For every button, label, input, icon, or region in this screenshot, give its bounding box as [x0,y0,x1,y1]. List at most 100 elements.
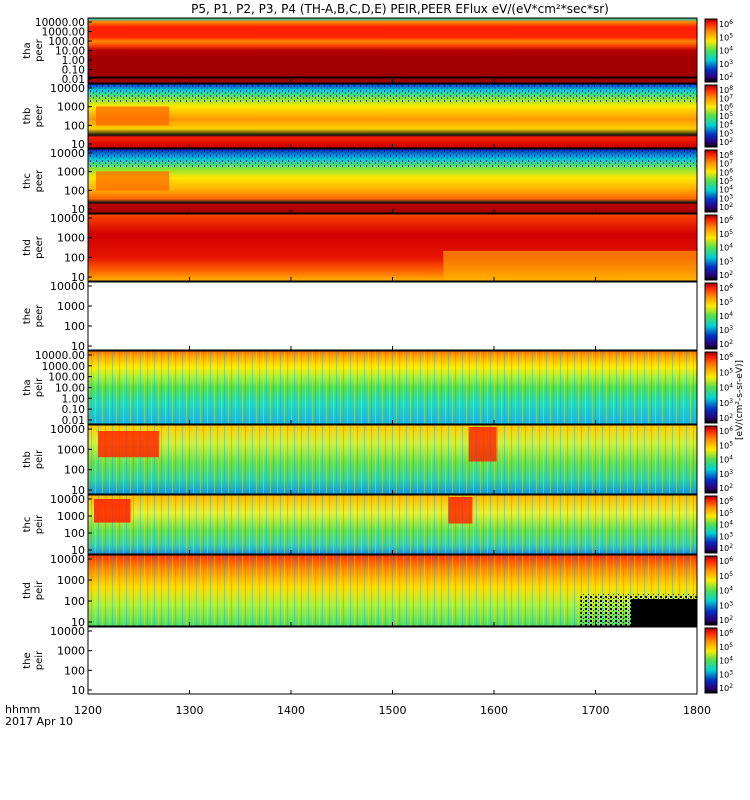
x-tick-label: 1300 [176,704,204,717]
colorbar [704,555,718,626]
colorbar-tick-label: 102 [719,72,733,82]
colorbar-tick-label: 103 [719,128,733,138]
colorbar-tick-exponent: 4 [729,311,733,318]
colorbar-tick-exponent: 2 [729,72,733,79]
y-tick-label: 10 [71,684,85,697]
colorbar-tick-exponent: 5 [729,32,733,39]
x-tick-label: 1200 [74,704,102,717]
y-tick-label: 10000 [50,147,85,160]
species-label: peer [34,38,45,62]
colorbar-tick-label: 103 [719,669,733,679]
x-tick-label: 1400 [277,704,305,717]
colorbar-tick-label: 104 [719,185,733,195]
colorbar-tick-exponent: 2 [729,543,733,550]
colorbar-tick-label: 105 [719,229,733,239]
x-axis-label: hhmm [5,703,40,716]
y-tick-label: 10000 [50,82,85,95]
colorbar-tick-base: 10 [719,484,729,493]
y-tick-label: 0.10 [62,65,85,77]
colorbar-tick-label: 105 [719,32,733,42]
colorbar-tick-base: 10 [719,298,729,307]
colorbar-tick-base: 10 [719,112,729,121]
y-tick-label: 100 [64,595,85,608]
colorbar-tick-exponent: 3 [729,256,733,263]
colorbar-tick-exponent: 3 [729,128,733,135]
colorbar-tick-exponent: 4 [729,243,733,250]
colorbar [704,149,718,213]
species-label: peer [34,169,45,193]
colorbar-tick-exponent: 6 [729,352,733,359]
colorbar-tick-label: 107 [719,159,733,169]
y-tick-label: 100 [64,251,85,264]
colorbar-tick-base: 10 [719,121,729,130]
colorbar-tick-base: 10 [719,509,729,518]
y-tick-label: 10000 [50,423,85,436]
probe-label: the [22,652,33,668]
y-tick-label: 100.00 [48,36,85,48]
colorbar-tick-exponent: 5 [729,176,733,183]
y-tick-label: 0.01 [62,74,85,86]
y-tick-label: 10000 [50,493,85,506]
x-tick-label: 1700 [582,704,610,717]
colorbar-tick-label: 105 [719,642,733,652]
y-tick-label: 100 [64,664,85,677]
colorbar-tick-label: 102 [719,543,733,553]
colorbar-tick-base: 10 [719,368,729,377]
y-tick-label: 1000 [57,166,85,179]
y-tick-label: 10000 [50,212,85,225]
colorbar-tick-label: 108 [719,150,733,160]
colorbar-tick-exponent: 6 [729,426,733,433]
colorbar-tick-exponent: 3 [729,398,733,405]
colorbar-tick-label: 102 [719,615,733,625]
y-tick-label: 1000.00 [42,361,85,373]
probe-label: the [22,308,33,324]
colorbar [704,18,718,83]
colorbar-tick-base: 10 [719,271,729,280]
colorbar-tick-label: 104 [719,311,733,321]
colorbar-tick-exponent: 3 [729,193,733,200]
colorbar [704,282,718,350]
colorbar-tick-exponent: 6 [729,102,733,109]
hot-region [94,499,131,523]
colorbar-tick-base: 10 [719,616,729,625]
colorbar-tick-exponent: 8 [729,150,733,157]
colorbar-tick-exponent: 7 [729,94,733,101]
y-tick-label: 100 [64,184,85,197]
colorbar-tick-exponent: 4 [729,46,733,53]
y-tick-label: 10000 [50,553,85,566]
colorbar-tick-label: 105 [719,367,733,377]
texture-stripes [88,425,697,494]
hot-region [443,250,697,281]
hot-region [448,497,473,524]
colorbar [704,495,718,554]
colorbar-tick-base: 10 [719,216,729,225]
colorbar [704,214,718,281]
y-tick-label: 10.00 [55,46,85,58]
colorbar-tick-label: 105 [719,111,733,121]
y-tick-label: 10.00 [55,383,85,395]
colorbar-tick-label: 105 [719,176,733,186]
y-tick-label: 10 [71,271,85,284]
colorbar-tick-label: 103 [719,193,733,203]
colorbar-tick-label: 102 [719,683,733,693]
colorbar-tick-label: 106 [719,352,733,362]
colorbar-tick-base: 10 [719,340,729,349]
colorbar-tick-base: 10 [719,244,729,253]
colorbar-tick-base: 10 [719,86,729,95]
y-tick-label: 1000 [57,645,85,658]
colorbar-tick-exponent: 5 [729,297,733,304]
y-tick-label: 10 [71,138,85,151]
probe-label: tha [22,42,33,58]
y-tick-label: 1000 [57,574,85,587]
colorbar-tick-label: 102 [719,202,733,212]
spectrogram-fill [88,282,697,350]
colorbar-tick-base: 10 [719,684,729,693]
colorbar-tick-exponent: 2 [729,339,733,346]
colorbar-unit-label: [eV/(cm²-s-sr-eV)] [735,360,745,440]
colorbar-tick-exponent: 6 [729,215,733,222]
colorbar-tick-base: 10 [719,326,729,335]
colorbar-tick-base: 10 [719,257,729,266]
colorbar-tick-label: 105 [719,571,733,581]
